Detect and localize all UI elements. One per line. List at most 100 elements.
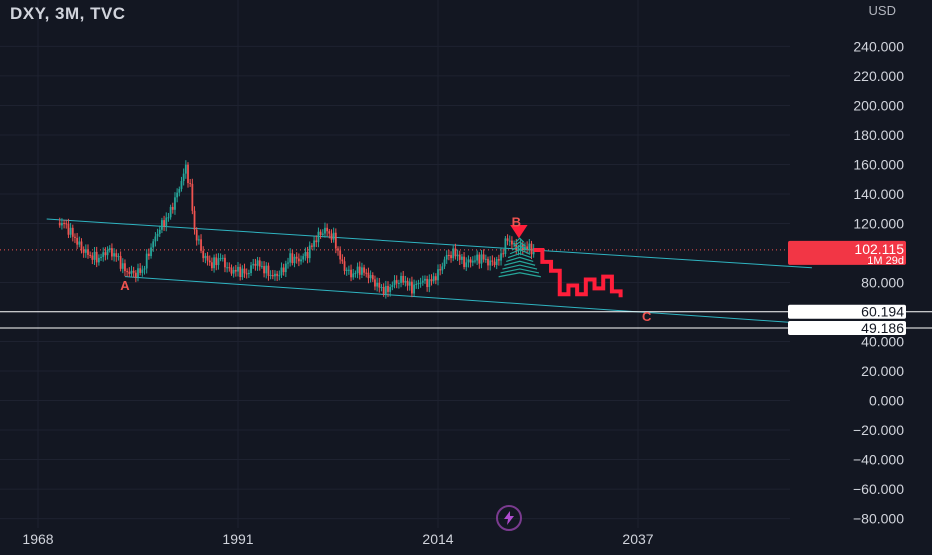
candle-body[interactable] bbox=[491, 260, 494, 262]
candle-body[interactable] bbox=[515, 243, 518, 251]
candle-body[interactable] bbox=[163, 220, 165, 227]
candle-body[interactable] bbox=[282, 267, 285, 273]
candle-body[interactable] bbox=[363, 267, 365, 273]
candle-body[interactable] bbox=[202, 250, 205, 259]
candle-body[interactable] bbox=[393, 280, 396, 286]
candle-body[interactable] bbox=[378, 282, 381, 288]
candle-body[interactable] bbox=[200, 239, 202, 251]
candle-body[interactable] bbox=[467, 259, 470, 263]
candle-body[interactable] bbox=[254, 263, 257, 266]
candle-body[interactable] bbox=[217, 258, 220, 266]
candle-body[interactable] bbox=[106, 249, 109, 256]
candle-body[interactable] bbox=[139, 268, 142, 273]
candle-body[interactable] bbox=[82, 249, 85, 253]
candle-body[interactable] bbox=[137, 268, 139, 278]
candle-body[interactable] bbox=[474, 260, 476, 262]
candle-body[interactable] bbox=[406, 280, 409, 286]
candle-body[interactable] bbox=[195, 229, 198, 241]
candle-body[interactable] bbox=[171, 206, 174, 210]
candle-body[interactable] bbox=[124, 263, 126, 272]
candle-body[interactable] bbox=[489, 260, 492, 266]
candle-body[interactable] bbox=[111, 248, 113, 257]
candle-body[interactable] bbox=[126, 271, 129, 273]
candle-body[interactable] bbox=[232, 269, 235, 274]
candle-body[interactable] bbox=[76, 237, 79, 245]
candle-body[interactable] bbox=[271, 274, 274, 277]
candle-body[interactable] bbox=[100, 256, 102, 258]
candle-body[interactable] bbox=[382, 287, 385, 295]
candle-body[interactable] bbox=[108, 248, 111, 250]
candle-body[interactable] bbox=[487, 258, 489, 266]
candle-body[interactable] bbox=[169, 206, 172, 218]
candle-body[interactable] bbox=[482, 254, 485, 260]
candle-body[interactable] bbox=[389, 286, 392, 292]
candle-body[interactable] bbox=[469, 259, 472, 263]
candle-body[interactable] bbox=[119, 256, 122, 269]
candle-body[interactable] bbox=[276, 273, 279, 276]
candle-body[interactable] bbox=[415, 283, 418, 285]
candle-body[interactable] bbox=[493, 261, 496, 266]
candle-body[interactable] bbox=[319, 231, 322, 235]
candle-body[interactable] bbox=[61, 222, 63, 226]
candle-body[interactable] bbox=[419, 282, 422, 284]
candle-body[interactable] bbox=[184, 164, 187, 174]
candle-body[interactable] bbox=[463, 256, 465, 268]
candle-body[interactable] bbox=[439, 269, 442, 271]
candle-body[interactable] bbox=[484, 258, 487, 260]
candle-body[interactable] bbox=[193, 210, 196, 230]
candle-body[interactable] bbox=[404, 280, 407, 283]
candle-body[interactable] bbox=[387, 285, 389, 292]
candle-body[interactable] bbox=[58, 222, 61, 226]
candle-body[interactable] bbox=[230, 267, 233, 274]
candle-body[interactable] bbox=[400, 275, 402, 283]
candle-body[interactable] bbox=[141, 269, 144, 273]
candle-body[interactable] bbox=[317, 231, 320, 243]
candle-body[interactable] bbox=[424, 278, 426, 281]
candle-body[interactable] bbox=[334, 232, 337, 249]
candle-body[interactable] bbox=[167, 217, 170, 219]
candle-body[interactable] bbox=[304, 252, 307, 257]
candle-body[interactable] bbox=[226, 267, 229, 269]
candle-body[interactable] bbox=[411, 281, 413, 294]
candle-body[interactable] bbox=[211, 262, 213, 269]
candle-body[interactable] bbox=[478, 254, 481, 264]
candle-body[interactable] bbox=[356, 266, 359, 274]
candle-body[interactable] bbox=[371, 275, 374, 280]
candle-body[interactable] bbox=[215, 257, 218, 266]
candle-body[interactable] bbox=[374, 279, 376, 287]
candle-body[interactable] bbox=[291, 253, 294, 264]
candle-body[interactable] bbox=[347, 269, 350, 271]
candle-body[interactable] bbox=[284, 263, 287, 273]
candle-body[interactable] bbox=[256, 260, 259, 266]
candle-body[interactable] bbox=[452, 248, 455, 259]
candle-body[interactable] bbox=[224, 257, 226, 268]
candle-body[interactable] bbox=[471, 260, 474, 263]
candle-body[interactable] bbox=[443, 259, 446, 267]
candle-body[interactable] bbox=[330, 233, 333, 240]
candle-body[interactable] bbox=[152, 241, 155, 248]
candle-body[interactable] bbox=[321, 233, 324, 235]
candle-body[interactable] bbox=[117, 256, 120, 258]
candle-body[interactable] bbox=[345, 269, 348, 271]
candle-body[interactable] bbox=[315, 240, 318, 243]
candle-body[interactable] bbox=[263, 266, 265, 274]
candle-body[interactable] bbox=[430, 279, 433, 282]
candle-body[interactable] bbox=[89, 254, 92, 256]
candle-body[interactable] bbox=[161, 220, 163, 230]
candle-body[interactable] bbox=[265, 265, 268, 274]
candle-body[interactable] bbox=[176, 192, 179, 198]
candle-body[interactable] bbox=[308, 245, 311, 259]
candle-body[interactable] bbox=[91, 255, 94, 260]
candle-body[interactable] bbox=[437, 269, 439, 281]
candle-body[interactable] bbox=[115, 253, 118, 257]
candle-body[interactable] bbox=[102, 252, 105, 257]
candle-body[interactable] bbox=[324, 227, 326, 234]
channel-upper-line[interactable] bbox=[46, 218, 812, 269]
candle-body[interactable] bbox=[297, 258, 300, 262]
candle-body[interactable] bbox=[178, 188, 181, 193]
candle-body[interactable] bbox=[189, 183, 192, 185]
candle-body[interactable] bbox=[508, 240, 511, 242]
candle-body[interactable] bbox=[328, 231, 331, 234]
candle-body[interactable] bbox=[421, 280, 424, 283]
candle-body[interactable] bbox=[84, 249, 87, 253]
